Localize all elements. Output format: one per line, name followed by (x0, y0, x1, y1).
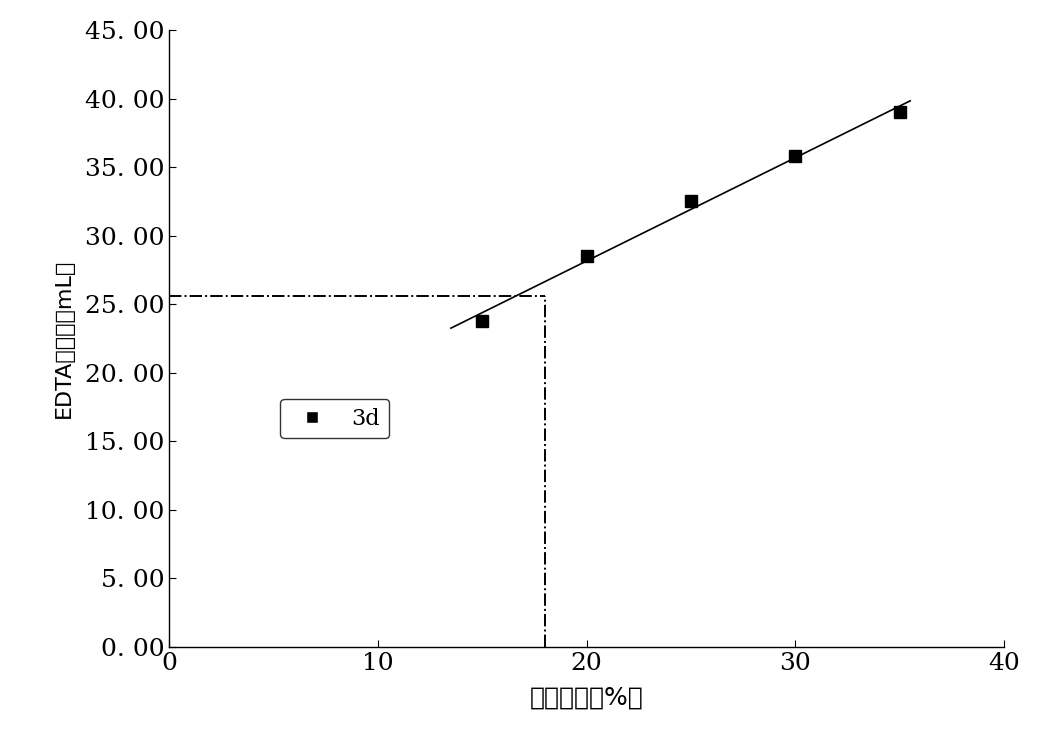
3d (893, 108, 906, 117)
Legend: 3d: 3d (280, 399, 389, 438)
3d (789, 152, 802, 161)
3d (580, 252, 593, 261)
3d (476, 316, 488, 325)
Line: 3d: 3d (476, 106, 906, 327)
X-axis label: 水泥剂量（%）: 水泥剂量（%） (530, 686, 644, 710)
Y-axis label: EDTA消耗量（mL）: EDTA消耗量（mL） (54, 259, 74, 418)
3d (685, 197, 698, 206)
